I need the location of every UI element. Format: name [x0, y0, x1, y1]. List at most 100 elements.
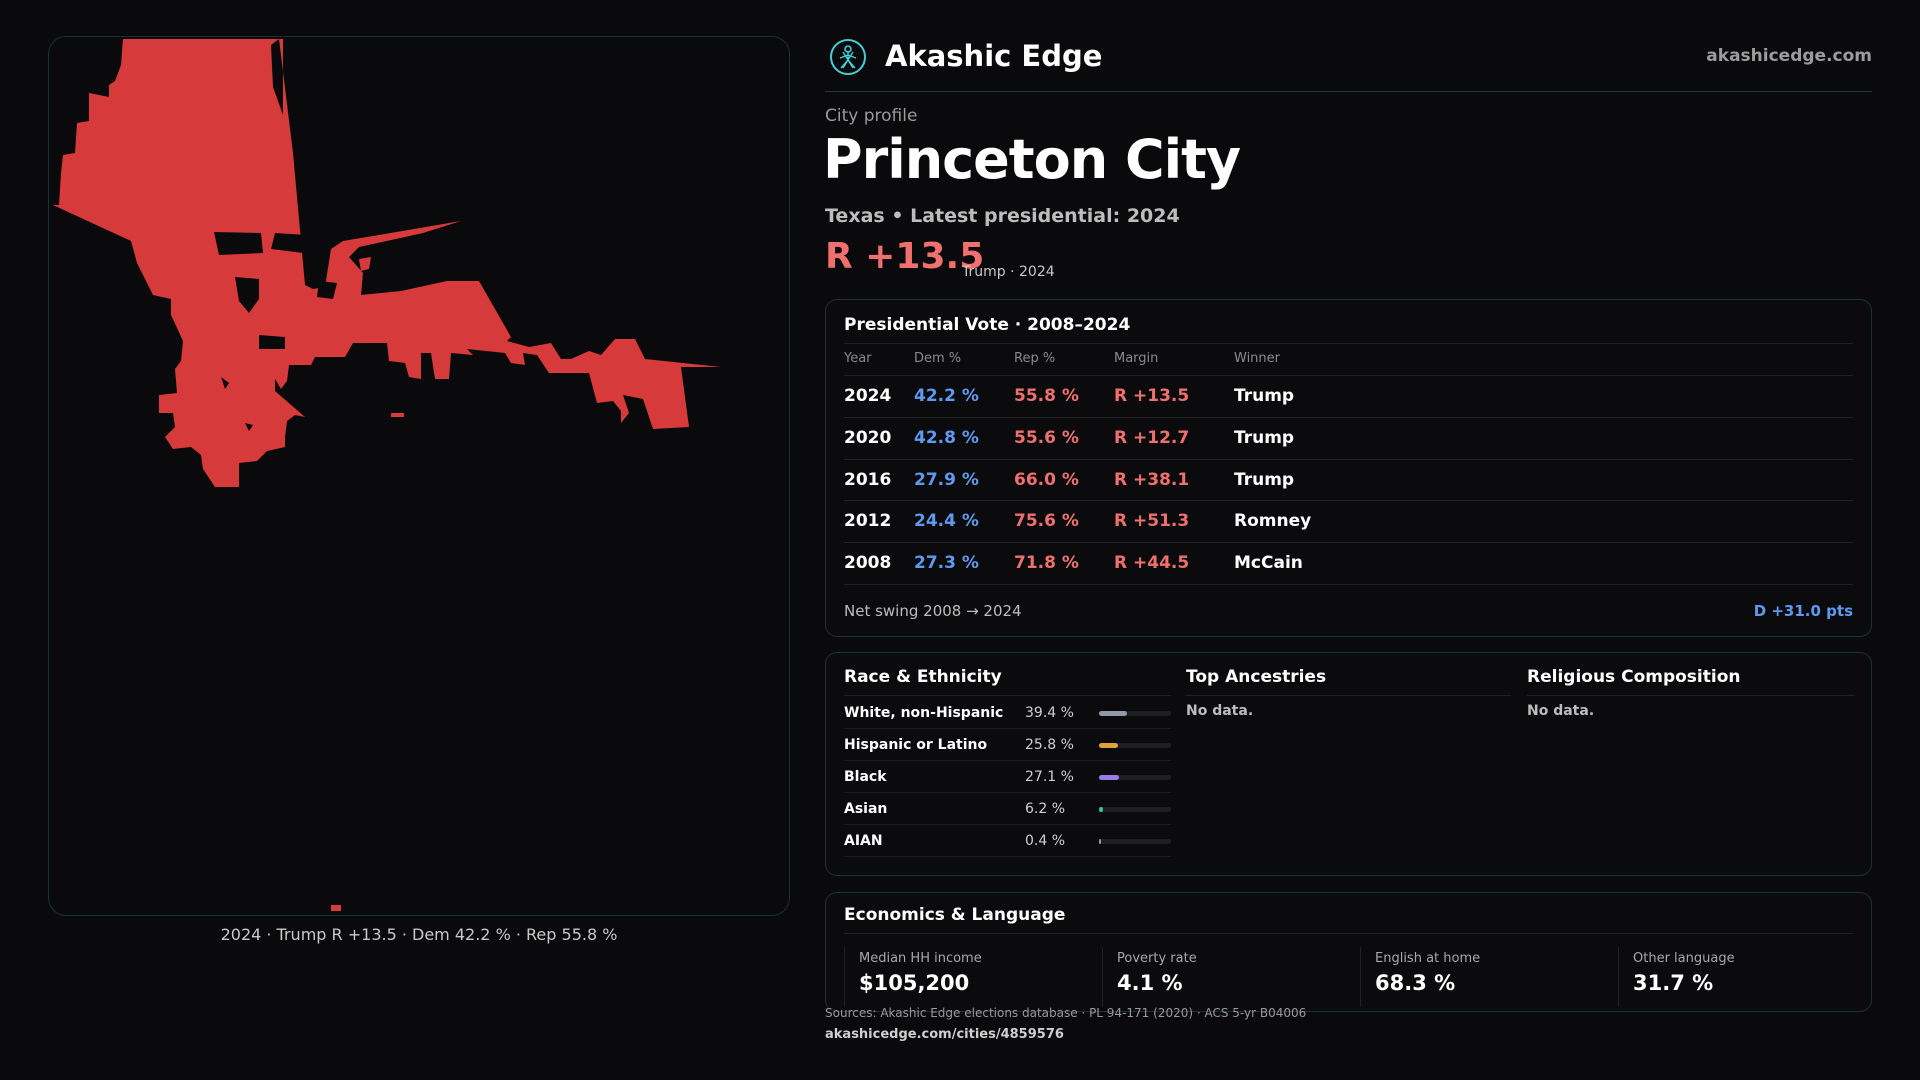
- race-bar-fill: [1099, 807, 1104, 812]
- sources-note: Sources: Akashic Edge elections database…: [825, 1006, 1307, 1020]
- row-rep-pct: 55.6 %: [1014, 428, 1079, 448]
- race-pct: 39.4 %: [1025, 705, 1074, 721]
- demographics-card: Race & Ethnicity White, non-Hispanic 39.…: [825, 652, 1872, 876]
- row-rep-pct: 66.0 %: [1014, 470, 1079, 490]
- divider: [844, 933, 1853, 934]
- race-bar-track: [1099, 775, 1171, 780]
- city-boundary-hole-5: [259, 335, 285, 349]
- row-dem-pct: 24.4 %: [914, 511, 979, 531]
- row-winner: Trump: [1234, 386, 1295, 406]
- stat-other-language: Other language 31.7 %: [1618, 947, 1854, 1007]
- stat-median-income: Median HH income $105,200: [844, 947, 1102, 1007]
- city-boundary-fragment-1: [359, 257, 371, 271]
- race-bar-fill: [1099, 775, 1119, 780]
- row-winner: Romney: [1234, 511, 1312, 531]
- city-boundary-map[interactable]: [49, 37, 791, 917]
- map-panel[interactable]: [48, 36, 790, 916]
- row-dem-pct: 27.9 %: [914, 470, 979, 490]
- brand-name[interactable]: Akashic Edge: [885, 39, 1103, 73]
- row-year: 2016: [844, 470, 892, 490]
- divider: [1527, 695, 1854, 696]
- page-url-link[interactable]: akashicedge.com/cities/4859576: [825, 1027, 1064, 1042]
- column-header-margin: Margin: [1114, 351, 1159, 366]
- race-row: White, non-Hispanic 39.4 %: [844, 697, 1171, 729]
- site-header: Akashic Edge akashicedge.com: [825, 34, 1872, 92]
- stat-value: $105,200: [859, 971, 970, 995]
- site-link[interactable]: akashicedge.com: [1706, 46, 1872, 66]
- race-bar-track: [1099, 839, 1171, 844]
- race-pct: 6.2 %: [1025, 801, 1066, 817]
- column-header-rep: Rep %: [1014, 351, 1056, 366]
- stat-poverty-rate: Poverty rate 4.1 %: [1102, 947, 1360, 1007]
- city-boundary-main: [53, 39, 721, 487]
- divider: [844, 343, 1853, 344]
- column-header-year: Year: [844, 351, 872, 366]
- row-winner: Trump: [1234, 428, 1295, 448]
- race-bar-track: [1099, 711, 1171, 716]
- row-rep-pct: 55.8 %: [1014, 386, 1079, 406]
- divider: [844, 459, 1853, 460]
- stat-label: Median HH income: [859, 951, 982, 966]
- city-boundary-fragment-2: [391, 413, 404, 417]
- city-boundary-hole-3: [235, 277, 259, 313]
- page-title: Princeton City: [823, 128, 1241, 191]
- race-bar-fill: [1099, 743, 1118, 748]
- row-margin: R +13.5: [1114, 386, 1190, 406]
- race-pct: 0.4 %: [1025, 833, 1066, 849]
- divider: [1186, 695, 1511, 696]
- race-pct: 27.1 %: [1025, 769, 1074, 785]
- row-year: 2024: [844, 386, 892, 406]
- row-year: 2008: [844, 553, 892, 573]
- section-eyebrow: City profile: [825, 106, 918, 126]
- akashic-edge-logo-icon[interactable]: [829, 38, 867, 76]
- race-ethnicity-title: Race & Ethnicity: [844, 667, 1002, 687]
- ancestries-empty: No data.: [1186, 703, 1254, 719]
- stat-english-at-home: English at home 68.3 %: [1360, 947, 1618, 1007]
- row-margin: R +38.1: [1114, 470, 1190, 490]
- economics-title: Economics & Language: [844, 905, 1066, 925]
- economics-language-card: Economics & Language Median HH income $1…: [825, 892, 1872, 1012]
- race-label: Hispanic or Latino: [844, 737, 988, 753]
- race-row: AIAN 0.4 %: [844, 825, 1171, 857]
- stat-value: 68.3 %: [1375, 971, 1456, 995]
- race-label: AIAN: [844, 833, 883, 849]
- divider: [844, 500, 1853, 501]
- city-boundary-hole-6: [221, 377, 229, 389]
- race-label: White, non-Hispanic: [844, 705, 1004, 721]
- race-bar-track: [1099, 807, 1171, 812]
- city-boundary-hole-7: [245, 423, 253, 431]
- map-caption: 2024 · Trump R +13.5 · Dem 42.2 % · Rep …: [220, 925, 618, 944]
- divider: [844, 375, 1853, 376]
- net-swing-label: Net swing 2008 → 2024: [844, 602, 1022, 620]
- row-margin: R +12.7: [1114, 428, 1190, 448]
- net-swing-value: D +31.0 pts: [1753, 602, 1853, 620]
- stat-label: Poverty rate: [1117, 951, 1197, 966]
- race-bar-fill: [1099, 839, 1101, 844]
- race-pct: 25.8 %: [1025, 737, 1074, 753]
- race-label: Asian: [844, 801, 888, 817]
- divider: [844, 542, 1853, 543]
- race-bar-track: [1099, 743, 1171, 748]
- row-winner: McCain: [1234, 553, 1303, 573]
- stat-value: 31.7 %: [1633, 971, 1714, 995]
- row-margin: R +44.5: [1114, 553, 1190, 573]
- presidential-vote-card: Presidential Vote · 2008–2024 Year Dem %…: [825, 299, 1872, 637]
- row-year: 2012: [844, 511, 892, 531]
- row-dem-pct: 42.8 %: [914, 428, 979, 448]
- city-boundary-shape: [53, 39, 721, 911]
- race-row: Hispanic or Latino 25.8 %: [844, 729, 1171, 761]
- race-row: Asian 6.2 %: [844, 793, 1171, 825]
- divider: [844, 584, 1853, 585]
- religion-empty: No data.: [1527, 703, 1595, 719]
- column-header-dem: Dem %: [914, 351, 962, 366]
- city-boundary-hole-2: [271, 233, 307, 253]
- religious-composition-title: Religious Composition: [1527, 667, 1741, 687]
- race-row: Black 27.1 %: [844, 761, 1171, 793]
- divider: [844, 695, 1171, 696]
- race-bar-fill: [1099, 711, 1128, 716]
- race-label: Black: [844, 769, 887, 785]
- stat-label: English at home: [1375, 951, 1481, 966]
- row-year: 2020: [844, 428, 892, 448]
- row-dem-pct: 27.3 %: [914, 553, 979, 573]
- city-boundary-hole-4: [317, 281, 337, 299]
